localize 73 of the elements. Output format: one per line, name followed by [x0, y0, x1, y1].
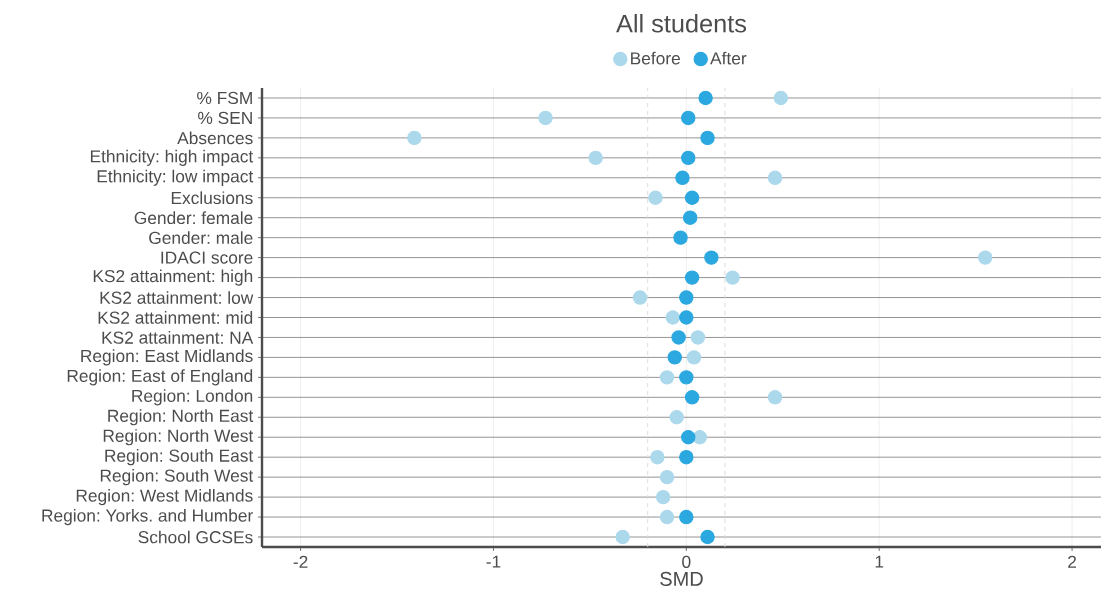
x-axis-title: SMD [660, 571, 703, 586]
y-tick-label: KS2 attainment: NA [102, 331, 254, 344]
x-tick-label: -2 [293, 555, 308, 568]
y-tick-label: Region: Yorks. and Humber [42, 508, 253, 526]
y-tick-label: Region: South East [105, 449, 254, 466]
y-tick-label: % FSM [197, 91, 252, 105]
point [679, 290, 694, 305]
point [684, 190, 700, 205]
point [704, 250, 719, 265]
x-tick-label: 0 [682, 555, 691, 568]
point [682, 210, 698, 225]
y-tick-label: Ethnicity: low impact [97, 169, 254, 186]
x-tick-label: 2 [1068, 555, 1076, 568]
y-tick-label: KS2 attainment: mid [98, 311, 253, 324]
point [681, 110, 696, 126]
point [767, 390, 783, 405]
y-tick-label: Region: North East [108, 409, 254, 426]
y-tick-label: Region: North West [103, 429, 254, 446]
point [588, 150, 603, 166]
y-tick-label: IDACI score [161, 251, 253, 264]
point [659, 469, 675, 485]
point [667, 350, 682, 365]
legend-label: Before [631, 51, 680, 65]
point [669, 410, 684, 425]
chart-title: All students [616, 14, 747, 33]
point [407, 130, 422, 146]
point [700, 529, 715, 545]
y-tick-label: School GCSEs [138, 530, 253, 544]
y-tick-label: % SEN [198, 111, 252, 125]
point [684, 270, 700, 285]
point [700, 130, 715, 146]
point [648, 190, 663, 205]
point [659, 509, 675, 525]
point [692, 430, 708, 445]
point [679, 509, 694, 525]
point [679, 370, 694, 385]
point [681, 430, 696, 445]
y-tick-label: KS2 attainment: high [93, 269, 253, 286]
point [538, 110, 553, 126]
point [675, 170, 690, 186]
point [698, 90, 713, 106]
point [615, 529, 630, 545]
point [978, 250, 993, 265]
y-tick-label: Absences [177, 131, 253, 145]
y-tick-label: KS2 attainment: low [100, 291, 254, 304]
point [673, 230, 688, 245]
legend-label: After [710, 51, 747, 65]
point [659, 370, 675, 385]
y-tick-label: Region: West Midlands [76, 489, 253, 506]
point [684, 390, 700, 405]
x-tick-label: 1 [875, 555, 884, 568]
point [773, 90, 789, 106]
y-tick-label: Region: South West [100, 469, 254, 486]
y-tick-label: Exclusions [171, 191, 253, 205]
point [767, 170, 783, 186]
y-tick-label: Region: East of England [67, 369, 253, 386]
point [671, 330, 686, 345]
point [686, 350, 702, 365]
y-tick-label: Region: East Midlands [81, 349, 253, 366]
point [679, 449, 694, 465]
point [679, 310, 694, 325]
y-tick-label: Gender: female [134, 211, 253, 225]
point [690, 330, 706, 345]
point [650, 449, 665, 465]
y-tick-label: Gender: male [149, 231, 253, 245]
point [725, 270, 740, 285]
point [632, 290, 648, 305]
y-tick-label: Ethnicity: high impact [90, 149, 254, 166]
point [665, 310, 681, 325]
y-tick-label: Region: London [132, 389, 253, 406]
point [681, 150, 696, 166]
point [655, 489, 671, 505]
x-tick-label: -1 [486, 555, 501, 568]
